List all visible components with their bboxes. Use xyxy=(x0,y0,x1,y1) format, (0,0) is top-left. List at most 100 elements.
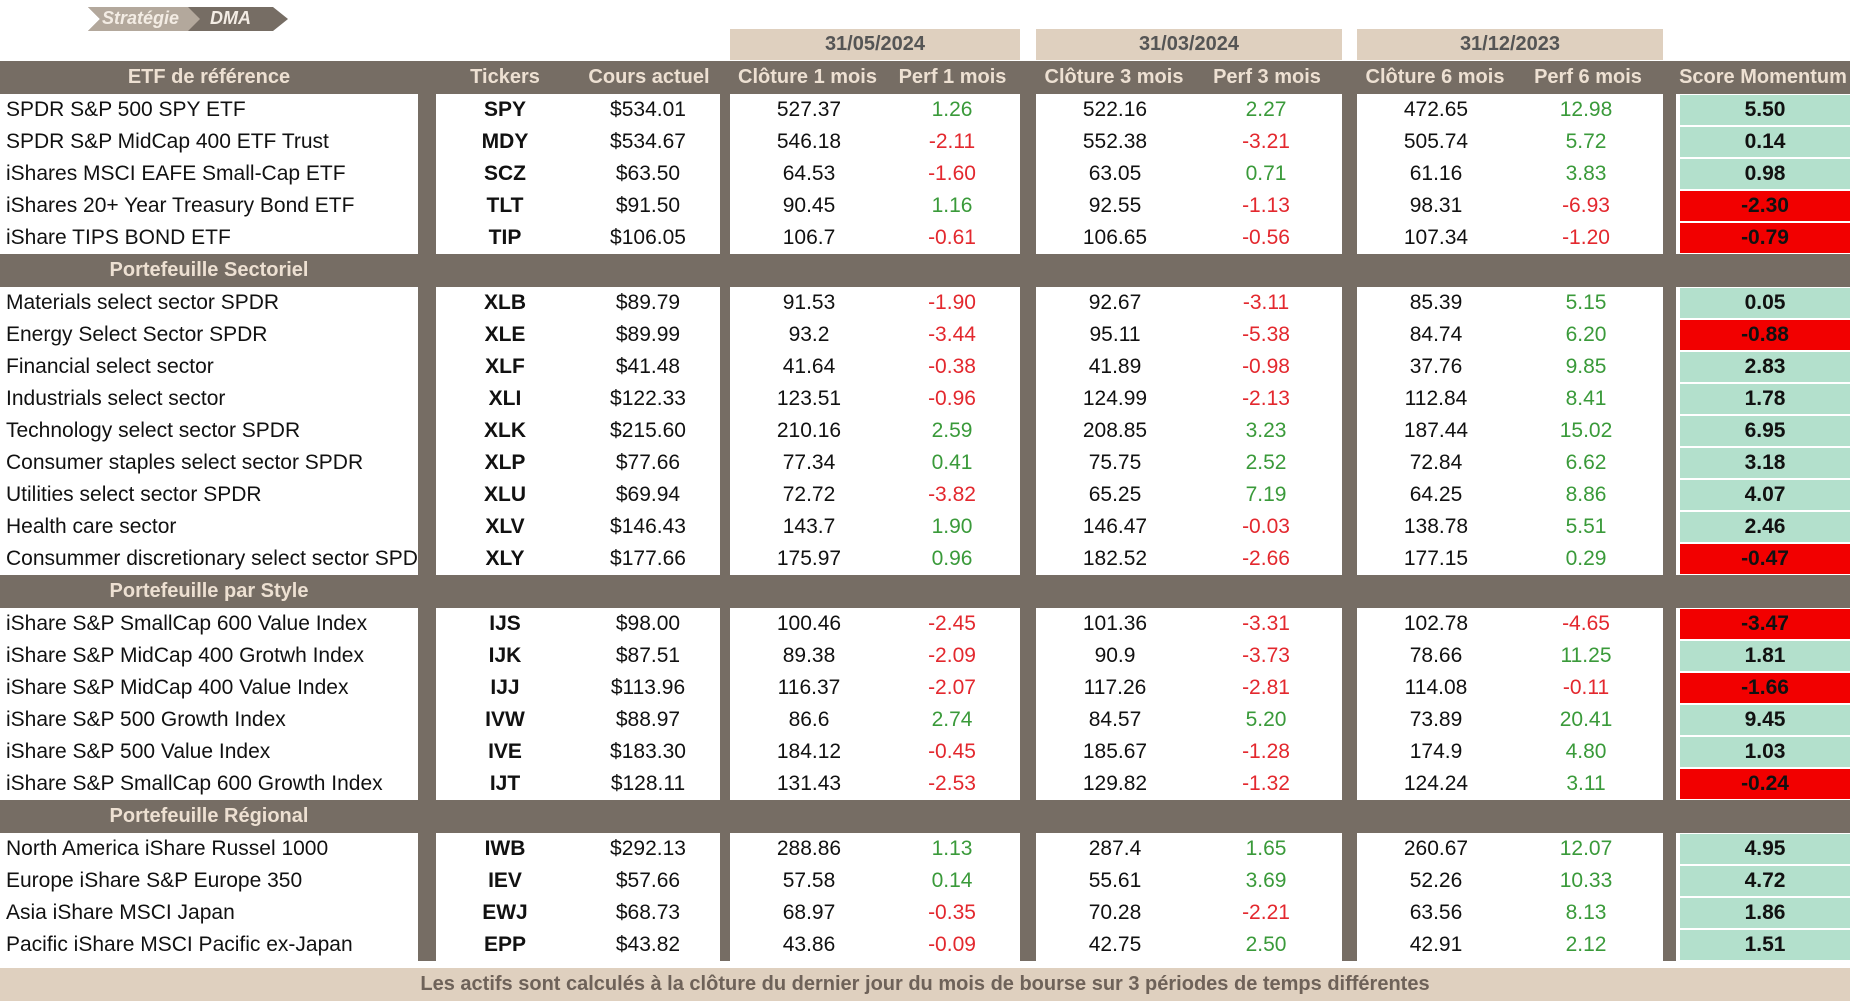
table-row: Financial select sector XLF $41.48 41.64 -0.… xyxy=(0,351,1850,383)
close-6m-cell: 114.08 xyxy=(1404,676,1468,699)
perf-1m-cell: -2.11 xyxy=(928,130,976,153)
table-row: iShare TIPS BOND ETF TIP $106.05 106.7 -0.61… xyxy=(0,222,1850,254)
table-row: iShare S&P SmallCap 600 Value Index IJS $9… xyxy=(0,608,1850,640)
close-3m-cell: 75.75 xyxy=(1088,451,1142,474)
table-row: Pacific iShare MSCI Pacific ex-Japan EPP $… xyxy=(0,929,1850,961)
momentum-score-cell: -2.30 xyxy=(1680,191,1850,221)
section-title: Portefeuille par Style xyxy=(109,580,309,602)
column-header-bar xyxy=(0,61,1850,94)
perf-6m-cell: 10.33 xyxy=(1559,869,1613,892)
close-3m-cell: 124.99 xyxy=(1082,387,1148,410)
perf-3m-cell: -3.31 xyxy=(1242,612,1290,635)
ticker-cell: IJJ xyxy=(490,676,520,699)
etf-name-cell: Europe iShare S&P Europe 350 xyxy=(6,869,303,892)
ticker-cell: EPP xyxy=(483,933,527,956)
perf-3m-cell: -3.21 xyxy=(1242,130,1290,153)
section-title: Portefeuille Régional xyxy=(109,805,309,827)
momentum-score-cell: -0.24 xyxy=(1680,769,1850,799)
price-cell: $106.05 xyxy=(610,226,686,249)
perf-6m-cell: 15.02 xyxy=(1559,419,1613,442)
close-3m-cell: 208.85 xyxy=(1082,419,1148,442)
perf-1m-cell: -0.96 xyxy=(928,387,976,410)
perf-1m-cell: 1.26 xyxy=(931,98,973,121)
perf-3m-cell: -2.81 xyxy=(1242,676,1290,699)
close-1m-cell: 89.38 xyxy=(782,644,836,667)
perf-6m-cell: 2.12 xyxy=(1565,933,1607,956)
perf-1m-cell: -2.53 xyxy=(928,772,976,795)
price-cell: $534.67 xyxy=(610,130,686,153)
perf-1m-cell: -0.09 xyxy=(928,933,976,956)
table-row: SPDR S&P MidCap 400 ETF Trust MDY $534.67 5… xyxy=(0,126,1850,158)
perf-3m-cell: -3.73 xyxy=(1242,644,1290,667)
col-header-close6: Clôture 6 mois xyxy=(1365,66,1505,88)
close-6m-cell: 85.39 xyxy=(1409,291,1463,314)
ticker-cell: XLP xyxy=(484,451,526,474)
table-row: iShare S&P MidCap 400 Grotwh Index IJK $87… xyxy=(0,640,1850,672)
close-3m-cell: 84.57 xyxy=(1088,708,1142,731)
close-1m-cell: 123.51 xyxy=(776,387,842,410)
perf-3m-cell: 0.71 xyxy=(1245,162,1287,185)
table-row: Consumer staples select sector SPDR XLP $7… xyxy=(0,447,1850,479)
momentum-score-cell: 2.83 xyxy=(1680,352,1850,382)
close-3m-cell: 185.67 xyxy=(1082,740,1148,763)
price-cell: $88.97 xyxy=(615,708,681,731)
col-header-perf1: Perf 1 mois xyxy=(898,66,1007,88)
perf-1m-cell: -3.82 xyxy=(928,483,976,506)
perf-6m-cell: 3.83 xyxy=(1565,162,1607,185)
close-3m-cell: 92.55 xyxy=(1088,194,1142,217)
table-row: SPDR S&P 500 SPY ETF SPY $534.01 527.37 1.26… xyxy=(0,94,1850,126)
momentum-score-cell: -0.47 xyxy=(1680,544,1850,574)
perf-6m-cell: 6.62 xyxy=(1565,451,1607,474)
perf-1m-cell: 1.13 xyxy=(931,837,973,860)
logo-arrow-shape xyxy=(88,7,288,31)
table-row: iShare S&P SmallCap 600 Growth Index IJT $… xyxy=(0,768,1850,800)
section-header-bar: Portefeuille Régional xyxy=(0,800,1850,833)
perf-1m-cell: -2.07 xyxy=(928,676,976,699)
perf-6m-cell: 8.41 xyxy=(1565,387,1607,410)
close-6m-cell: 63.56 xyxy=(1409,901,1463,924)
momentum-score-cell: 1.03 xyxy=(1680,737,1850,767)
price-cell: $146.43 xyxy=(610,515,686,538)
etf-name-cell: Energy Select Sector SPDR xyxy=(6,323,268,346)
close-3m-cell: 90.9 xyxy=(1094,644,1136,667)
close-1m-cell: 100.46 xyxy=(776,612,842,635)
perf-6m-cell: 4.80 xyxy=(1565,740,1607,763)
col-header-close3: Clôture 3 mois xyxy=(1044,66,1184,88)
logo-text-dma: DMA xyxy=(210,8,251,28)
perf-1m-cell: 0.14 xyxy=(931,869,973,892)
momentum-score-cell: 4.72 xyxy=(1680,866,1850,896)
ticker-cell: TLT xyxy=(486,194,524,217)
close-3m-cell: 95.11 xyxy=(1089,323,1141,346)
perf-1m-cell: 1.16 xyxy=(931,194,973,217)
ticker-cell: XLI xyxy=(488,387,522,410)
momentum-score-cell: 3.18 xyxy=(1680,448,1850,478)
momentum-score-cell: 1.78 xyxy=(1680,384,1850,414)
close-3m-cell: 117.26 xyxy=(1083,676,1147,699)
ticker-cell: EWJ xyxy=(482,901,528,924)
close-1m-cell: 90.45 xyxy=(782,194,836,217)
column-separator xyxy=(1342,94,1357,961)
perf-6m-cell: 3.11 xyxy=(1566,772,1606,795)
close-1m-cell: 41.64 xyxy=(782,355,836,378)
perf-3m-cell: 2.50 xyxy=(1245,933,1287,956)
column-separator xyxy=(418,94,436,961)
close-6m-cell: 64.25 xyxy=(1409,483,1463,506)
perf-6m-cell: -4.65 xyxy=(1562,612,1610,635)
close-1m-cell: 68.97 xyxy=(782,901,836,924)
momentum-score-cell: 1.81 xyxy=(1680,641,1850,671)
close-6m-cell: 177.15 xyxy=(1403,547,1469,570)
ticker-cell: XLF xyxy=(485,355,525,378)
close-3m-cell: 552.38 xyxy=(1082,130,1148,153)
ticker-cell: SPY xyxy=(483,98,527,121)
close-6m-cell: 78.66 xyxy=(1409,644,1463,667)
perf-6m-cell: 5.51 xyxy=(1565,515,1607,538)
section-header-bar: Portefeuille Sectoriel xyxy=(0,254,1850,287)
etf-name-cell: Utilities select sector SPDR xyxy=(6,483,262,506)
col-header-price: Cours actuel xyxy=(588,66,710,88)
etf-name-cell: iShare S&P 500 Growth Index xyxy=(6,708,286,731)
perf-3m-cell: -3.11 xyxy=(1242,291,1290,314)
etf-name-cell: iShares MSCI EAFE Small-Cap ETF xyxy=(6,162,346,185)
close-3m-cell: 106.65 xyxy=(1082,226,1148,249)
etf-name-cell: Health care sector xyxy=(6,515,177,538)
perf-3m-cell: -1.28 xyxy=(1242,740,1290,763)
